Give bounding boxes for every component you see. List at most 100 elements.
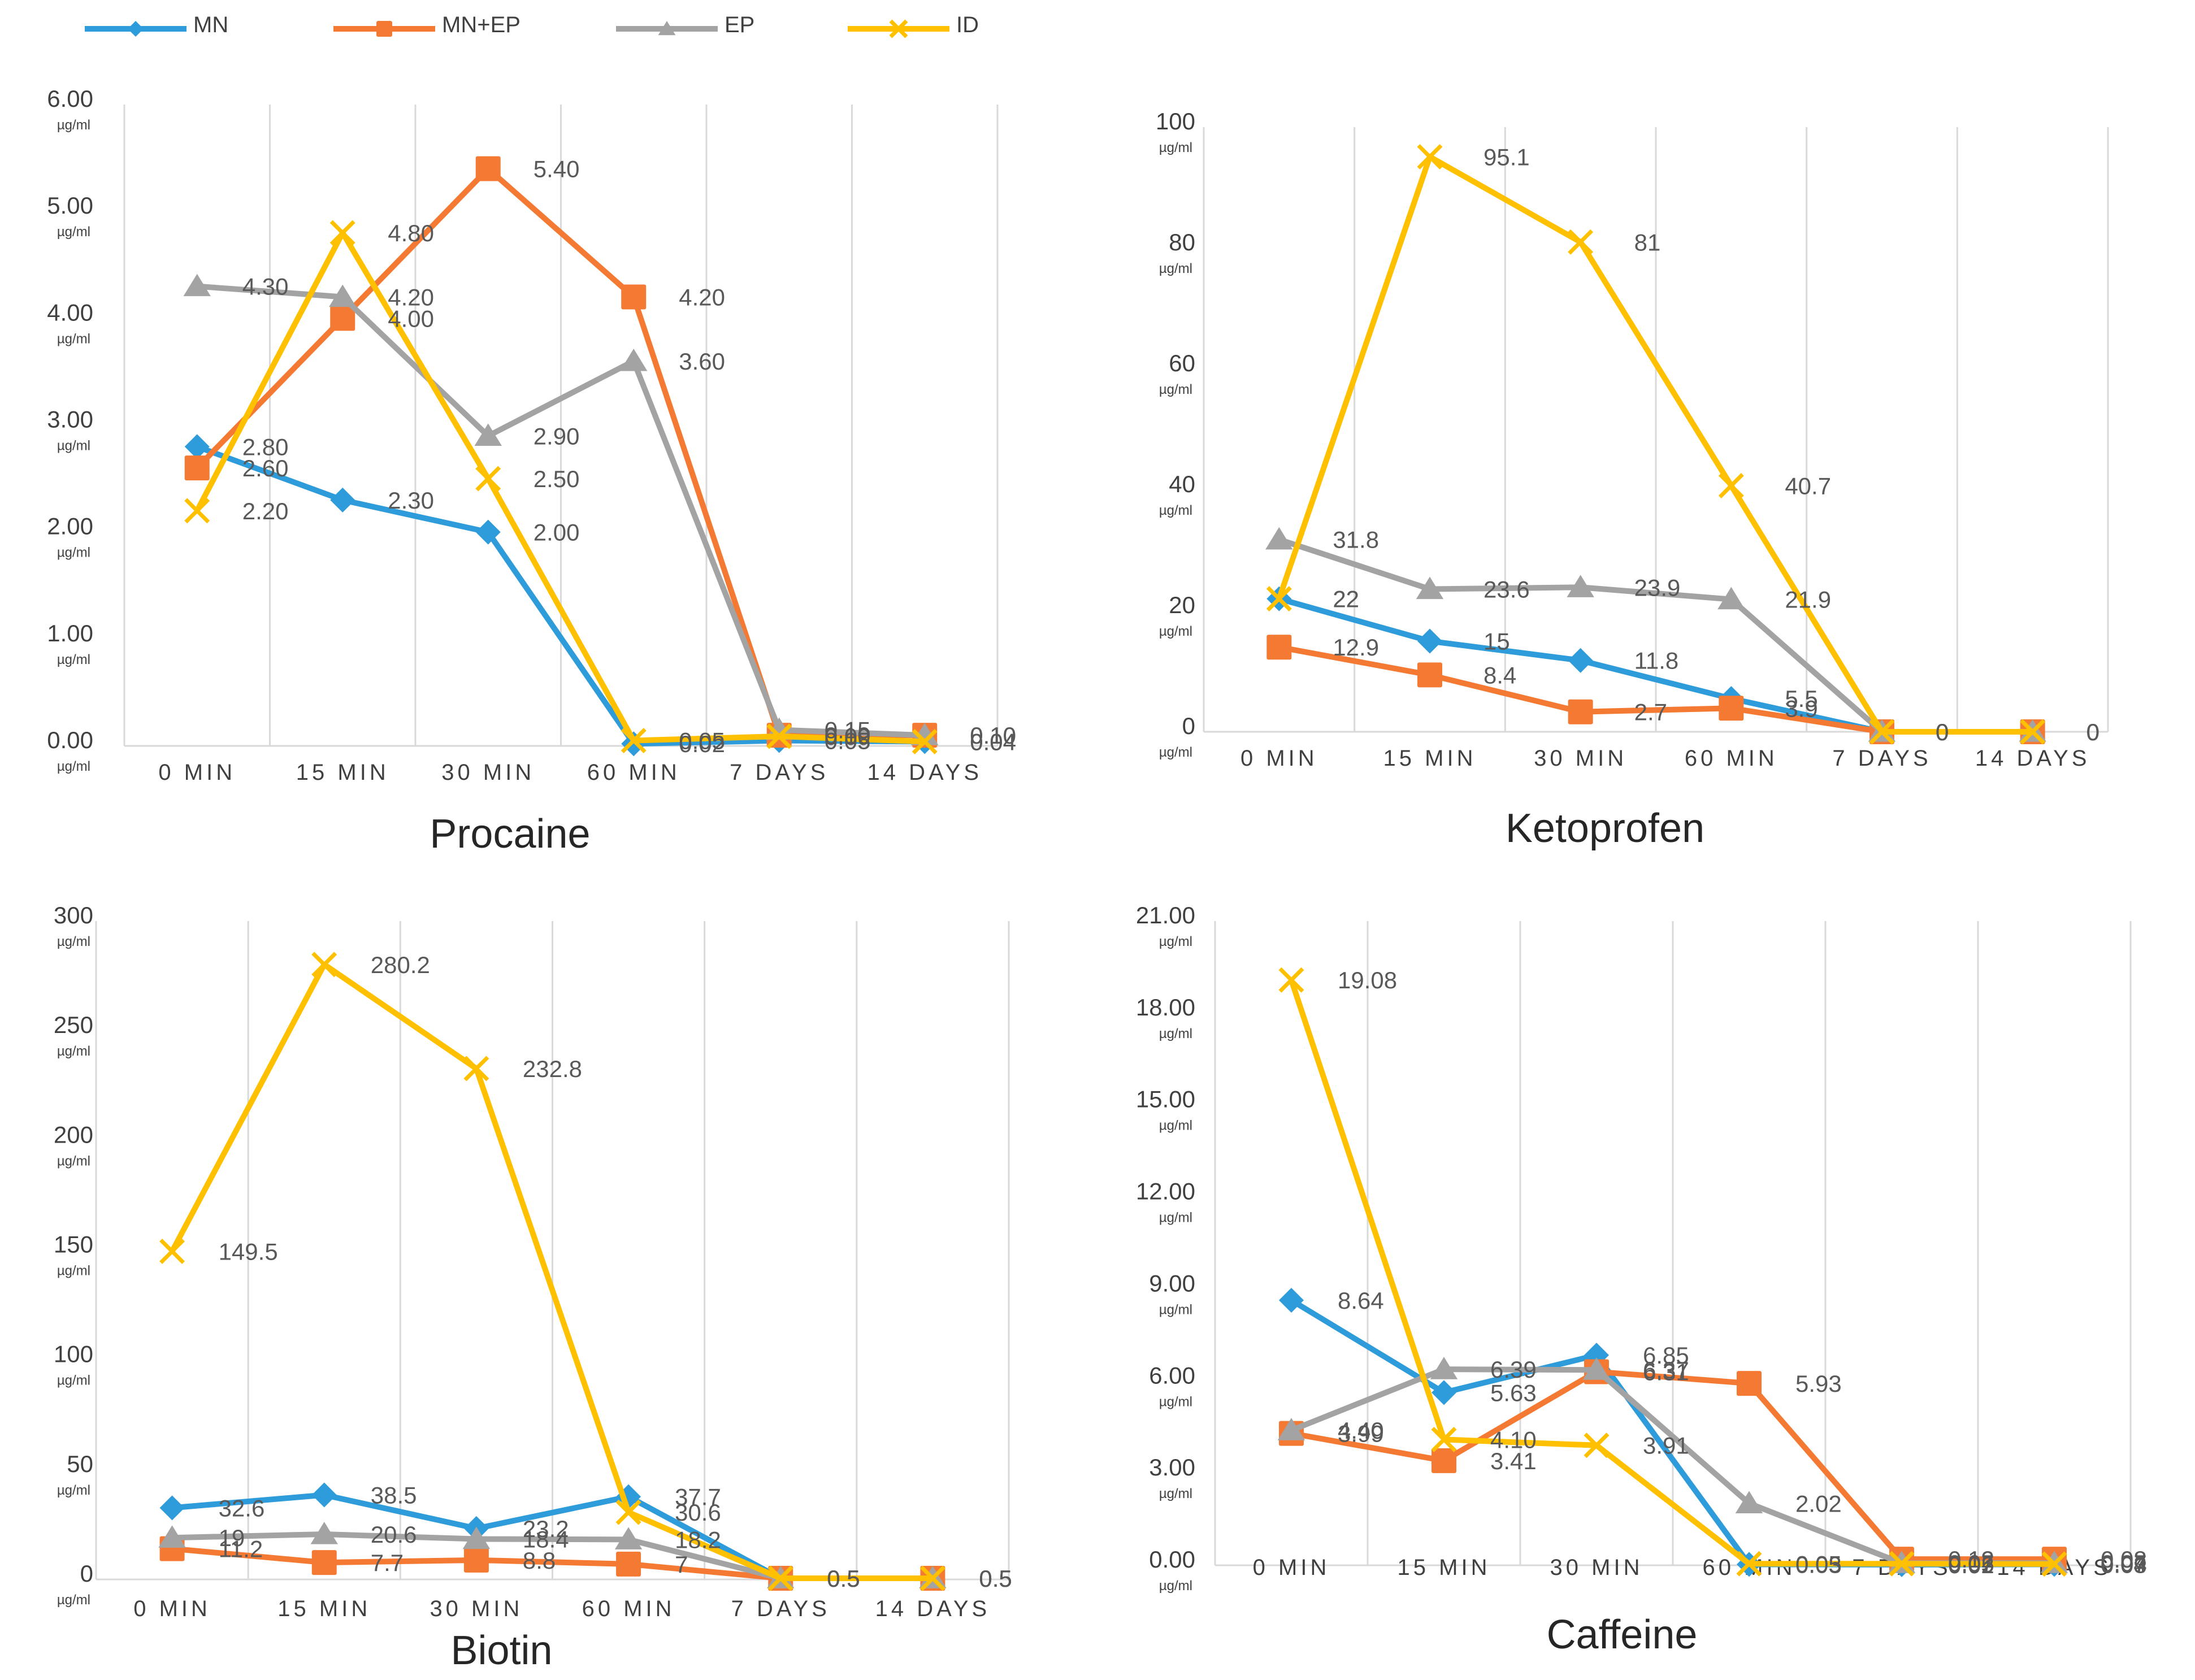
data-point <box>330 306 355 331</box>
data-point <box>1737 1371 1762 1396</box>
y-tick-unit: µg/ml <box>57 1044 90 1059</box>
data-label: 30.6 <box>675 1499 721 1526</box>
legend-swatch <box>85 21 186 37</box>
data-labels-mn-ep: 3.99 3.41 6.31 5.93 0.12 0.08 <box>1338 1358 2147 1573</box>
data-point <box>329 284 357 307</box>
x-tick-label: 30 MIN <box>441 760 535 785</box>
data-label: 23.6 <box>1483 576 1530 602</box>
x-tick-label: 15 MIN <box>277 1596 371 1621</box>
data-point <box>1736 1551 1762 1577</box>
x-tick-label: 30 MIN <box>1550 1555 1643 1580</box>
data-label: 19 <box>219 1525 245 1551</box>
data-label: 0.05 <box>679 728 725 754</box>
y-tick-unit: µg/ml <box>1159 745 1192 760</box>
data-label: 22 <box>1333 586 1359 613</box>
data-point <box>767 1565 793 1591</box>
data-point <box>1431 1448 1456 1473</box>
legend-marker-x <box>889 19 908 38</box>
data-label: 0.03 <box>1795 1551 1842 1578</box>
data-label: 4.10 <box>1490 1426 1537 1453</box>
data-label: 0 <box>1936 719 1949 745</box>
data-label: 0.5 <box>827 1565 860 1592</box>
procaine-title: Procaine <box>430 811 590 857</box>
series-line <box>1289 979 2055 1567</box>
y-tick-label: 50 <box>67 1451 93 1477</box>
data-label: 18.2 <box>675 1526 721 1553</box>
procaine-chart: 0.00 µg/ml 1.00 µg/ml 2.00 µg/ml 3.00 µg/ml 4.00… <box>47 85 1016 857</box>
y-tick-unit: µg/ml <box>1159 1578 1192 1594</box>
y-tick-unit: µg/ml <box>57 1373 90 1388</box>
data-point <box>1869 719 1895 745</box>
data-point <box>1568 229 1594 255</box>
data-labels-mn-ep: 2.60 4.00 5.40 4.20 0.10 0.10 <box>242 156 1016 749</box>
data-label: 0.5 <box>979 1565 1012 1592</box>
data-point <box>2020 719 2046 745</box>
x-tick-label: 7 DAYS <box>730 760 828 785</box>
data-label: 0 <box>2086 719 2099 745</box>
data-point <box>475 466 501 492</box>
data-point <box>1735 1491 1763 1513</box>
data-label: 11.2 <box>219 1536 263 1562</box>
data-label: 6.37 <box>1643 1357 1689 1383</box>
legend-label: ID <box>956 12 979 37</box>
data-point <box>184 455 210 481</box>
data-label: 4.80 <box>388 220 434 246</box>
y-tick-label: 18.00 <box>1136 994 1195 1021</box>
data-label: 6.39 <box>1490 1356 1537 1383</box>
data-labels-ep: 4.30 4.202.903.600.15 0.10 <box>242 274 1016 749</box>
data-point <box>919 1565 945 1591</box>
data-label: 23.9 <box>1634 574 1681 601</box>
y-tick-unit: µg/ml <box>1159 1486 1192 1501</box>
data-point <box>1584 1432 1610 1458</box>
x-tick-label: 30 MIN <box>1534 746 1627 771</box>
data-label: 81 <box>1634 229 1661 255</box>
caffeine-title: Caffeine <box>1547 1612 1698 1657</box>
data-point <box>766 723 792 749</box>
data-label: 0.5 <box>827 1565 860 1592</box>
data-point <box>1568 699 1593 724</box>
data-point <box>1279 1287 1304 1313</box>
data-point <box>1567 575 1594 597</box>
data-label: 0 <box>1936 719 1949 745</box>
data-label: 4.30 <box>242 274 289 300</box>
data-label: 5.40 <box>533 156 580 183</box>
y-tick-unit: µg/ml <box>57 545 90 561</box>
data-point <box>184 434 210 459</box>
x-tick-label: 60 MIN <box>587 760 680 785</box>
x-tick-label: 14 DAYS <box>867 760 982 785</box>
y-tick-label: 0.00 <box>47 727 93 753</box>
y-tick-label: 60 <box>1169 350 1195 376</box>
data-label: 280.2 <box>371 952 430 978</box>
data-label: 0.15 <box>825 717 871 744</box>
data-label: 0.10 <box>970 722 1016 749</box>
biotin-gridlines <box>95 921 1010 1579</box>
data-label: 12.9 <box>1333 634 1379 661</box>
data-point <box>475 519 501 545</box>
legend-marker-diamond <box>128 21 144 37</box>
x-tick-label: 0 MIN <box>1240 746 1318 771</box>
data-label: 0.04 <box>2101 1551 2147 1578</box>
data-label: 0.5 <box>827 1565 860 1592</box>
data-label: 22 <box>1333 586 1359 613</box>
data-label: 0.02 <box>1948 1552 1994 1578</box>
biotin-title: Biotin <box>450 1628 552 1673</box>
data-labels-mn: 8.64 5.63 6.85 0.03 0.02 0.03 <box>1338 1287 2147 1578</box>
data-point <box>1889 1551 1915 1577</box>
data-labels-mn: 22 15 11.8 5.5 0 0 <box>1333 586 2099 745</box>
y-tick-label: 9.00 <box>1149 1270 1195 1296</box>
ketoprofen-title: Ketoprofen <box>1506 806 1704 851</box>
data-label: 23.2 <box>523 1516 569 1542</box>
data-label: 2.02 <box>1795 1490 1842 1517</box>
series-id <box>159 952 945 1591</box>
data-point <box>183 274 211 297</box>
data-point <box>1568 648 1593 673</box>
data-label: 6.85 <box>1643 1342 1689 1369</box>
data-point <box>311 1550 337 1575</box>
data-labels-mn-ep: 12.9 8.4 2.7 3.9 0 0 <box>1333 634 2099 745</box>
data-point <box>159 1238 185 1264</box>
data-labels-id: 149.5 280.2 232.8 30.6 0.5 0.5 <box>219 952 1012 1592</box>
data-point <box>1718 473 1744 498</box>
x-tick-label: 15 MIN <box>1383 746 1477 771</box>
data-label: 8.4 <box>1483 662 1516 688</box>
data-label: 0.5 <box>979 1565 1012 1592</box>
